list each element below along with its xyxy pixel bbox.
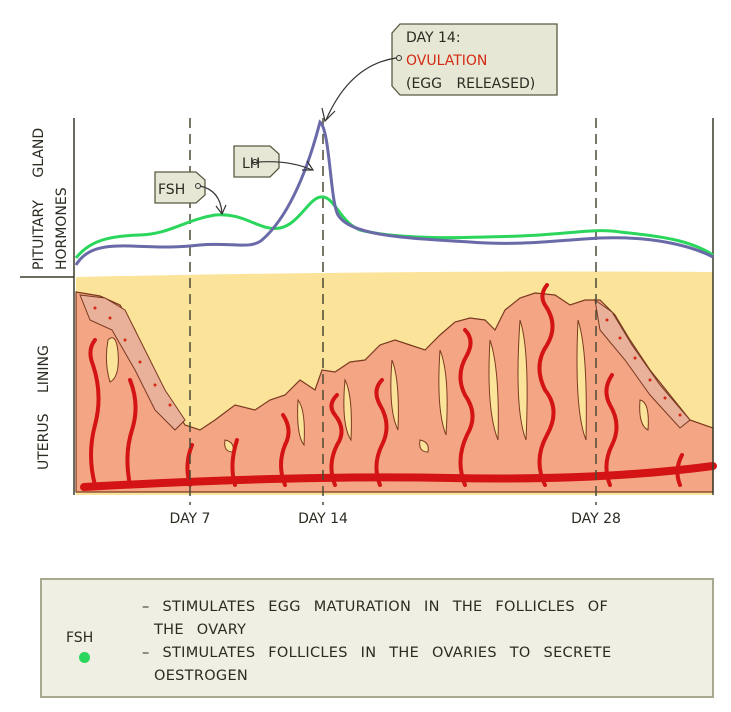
- fsh-callout: FSH: [154, 171, 227, 216]
- fsh-color-dot-icon: [79, 652, 90, 663]
- legend-line: THE OVARY: [154, 622, 247, 638]
- uterus-label: UTERUS LINING: [36, 345, 52, 470]
- legend-box: FSH – STIMULATES EGG MATURATION IN THE F…: [40, 578, 714, 698]
- legend-line: – STIMULATES EGG MATURATION IN THE FOLLI…: [142, 599, 609, 615]
- ovulation-callout: DAY 14: OVULATION (EGG RELEASED): [321, 23, 558, 123]
- legend-line: OESTROGEN: [154, 668, 249, 684]
- shed-lining: [79, 294, 691, 431]
- ovulation-label: OVULATION: [406, 53, 487, 69]
- uterus-glands: [105, 319, 649, 453]
- legend-key-fsh: FSH: [66, 630, 94, 646]
- day14-label: DAY 14: [298, 511, 348, 527]
- legend-description: – STIMULATES EGG MATURATION IN THE FOLLI…: [142, 596, 611, 688]
- lh-callout-label: LH: [242, 156, 260, 172]
- pituitary-label-line1: PITUITARY GLAND: [31, 128, 47, 270]
- blood-vessel: [80, 462, 717, 491]
- day7-label: DAY 7: [170, 511, 211, 527]
- lh-curve: [74, 119, 714, 266]
- lh-callout: LH: [233, 145, 315, 178]
- axes: [20, 118, 714, 495]
- fsh-callout-label: FSH: [158, 182, 185, 198]
- egg-released-label: (EGG RELEASED): [406, 76, 535, 92]
- shed-blood-dots: [93, 306, 682, 417]
- legend-line: – STIMULATES FOLLICLES IN THE OVARIES TO…: [142, 645, 612, 661]
- pituitary-label-line2: HORMONES: [54, 187, 70, 270]
- ovulation-day-label: DAY 14:: [406, 30, 461, 46]
- fsh-curve: [74, 195, 714, 259]
- day28-label: DAY 28: [571, 511, 621, 527]
